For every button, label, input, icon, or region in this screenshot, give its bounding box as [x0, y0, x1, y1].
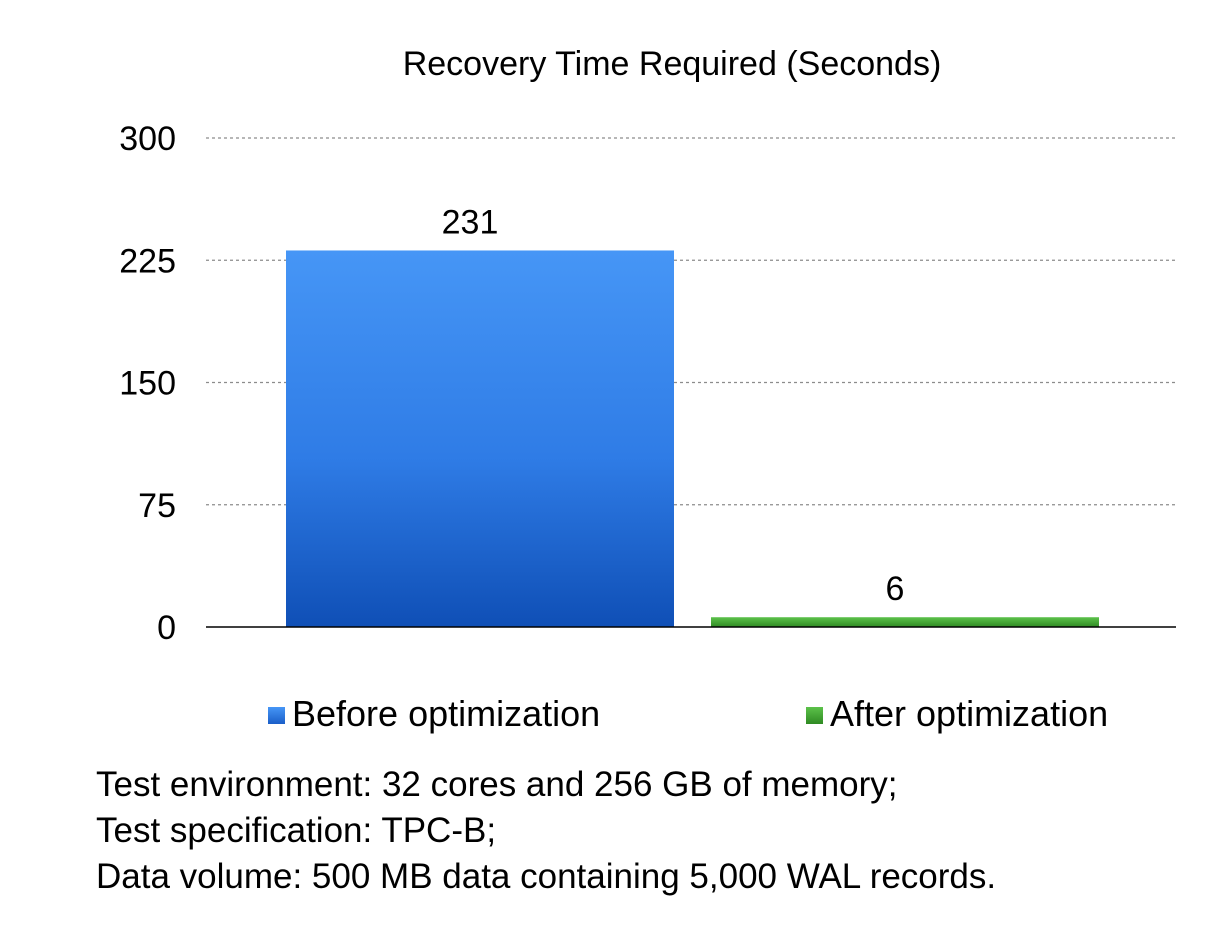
legend-swatch [806, 707, 823, 724]
data-labels: 231 6 [442, 203, 905, 608]
legend-after-optimization: After optimization [806, 693, 1108, 734]
y-axis-tick-labels: 0 75 150 225 300 [119, 120, 176, 647]
legend-swatch [268, 707, 285, 724]
legend: Before optimization After optimization [268, 693, 1108, 734]
legend-label: After optimization [830, 693, 1108, 734]
chart-title: Recovery Time Required (Seconds) [403, 45, 942, 83]
y-tick-label: 300 [119, 120, 176, 158]
test-specification-note: Test specification: TPC-B; [96, 811, 497, 850]
y-tick-label: 0 [157, 609, 176, 647]
data-volume-note: Data volume: 500 MB data containing 5,00… [96, 857, 997, 896]
y-tick-label: 225 [119, 242, 176, 280]
legend-label: Before optimization [292, 693, 600, 734]
data-label-before-optimization: 231 [442, 203, 499, 241]
bar-before-optimization [286, 250, 674, 627]
y-tick-label: 75 [138, 487, 176, 525]
y-tick-label: 150 [119, 365, 176, 403]
test-environment-note: Test environment: 32 cores and 256 GB of… [96, 765, 898, 804]
test-notes: Test environment: 32 cores and 256 GB of… [96, 762, 996, 900]
legend-before-optimization: Before optimization [268, 693, 600, 734]
data-label-after-optimization: 6 [886, 570, 905, 608]
bar-after-optimization [711, 617, 1099, 627]
bars [286, 250, 1099, 627]
